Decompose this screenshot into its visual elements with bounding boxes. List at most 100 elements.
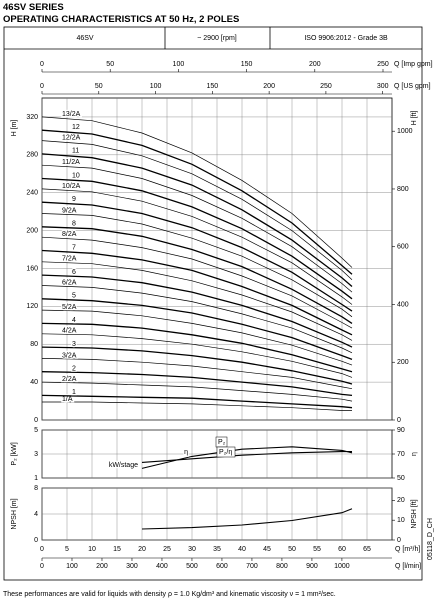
curve: [41, 226, 353, 324]
x-tick-label: 100: [173, 61, 185, 68]
curve: [141, 508, 353, 530]
series-label: kW/stage: [109, 462, 138, 469]
y-tick-label: 80: [30, 341, 38, 348]
standard: ISO 9906:2012 - Grade 3B: [304, 35, 388, 42]
x-tick-label: 0: [40, 546, 44, 553]
curve-label: 13/2A: [62, 111, 81, 118]
y2-tick-label: 20: [397, 497, 405, 504]
curve: [41, 358, 353, 390]
y-axis-label: H [m]: [11, 120, 18, 137]
x-tick-label: 50: [95, 83, 103, 90]
curve: [41, 177, 353, 300]
x-tick-label: 40: [238, 546, 246, 553]
x-tick-label: 30: [188, 546, 196, 553]
x-tick-label: 45: [263, 546, 271, 553]
x-axis-label: Q [m³/h]: [395, 546, 420, 553]
curve-label: 3: [72, 341, 76, 348]
y-tick-label: 40: [30, 379, 38, 386]
curve: [41, 153, 353, 287]
y-tick-label: 280: [26, 152, 38, 159]
y2-tick-label: 200: [397, 359, 409, 366]
y-axis-label: P₂ [kW]: [11, 442, 18, 465]
x2-tick-label: 900: [306, 563, 318, 570]
curve-label: 1/A: [62, 396, 73, 403]
curve-label: 11/2A: [62, 159, 80, 166]
curve: [41, 298, 353, 361]
curve: [41, 129, 353, 275]
curve-label: 4: [72, 317, 76, 324]
outer-frame: [3, 26, 423, 581]
x-tick-label: 10: [88, 546, 96, 553]
curve-label: 8/2A: [62, 231, 77, 238]
y2-tick-label: 50: [397, 475, 405, 482]
speed: ~ 2900 [rpm]: [197, 35, 237, 42]
y-tick-label: 8: [34, 485, 38, 492]
y-tick-label: 120: [26, 303, 38, 310]
x-tick-label: 50: [106, 61, 114, 68]
curve-label: 12/2A: [62, 134, 81, 141]
x-tick-label: 150: [241, 61, 253, 68]
x2-tick-label: 800: [276, 563, 288, 570]
curve: [41, 309, 353, 366]
y-tick-label: 0: [34, 417, 38, 424]
x-tick-label: 60: [338, 546, 346, 553]
x-axis-label: Q [Imp gpm]: [394, 61, 433, 68]
x2-tick-label: 500: [186, 563, 198, 570]
x-tick-label: 150: [207, 83, 219, 90]
curve-label: 7: [72, 244, 76, 251]
x-tick-label: 0: [40, 83, 44, 90]
y2-axis-label: η: [411, 452, 418, 456]
x-tick-label: 35: [213, 546, 221, 553]
y-tick-label: 1: [34, 475, 38, 482]
x2-tick-label: 1000: [334, 563, 350, 570]
curve-label: 4/2A: [62, 328, 77, 335]
y2-tick-label: 0: [397, 537, 401, 544]
y-tick-label: 4: [34, 511, 38, 518]
curve-label: 10: [72, 172, 80, 179]
x2-axis-label: Q [l/min]: [395, 563, 421, 570]
x-axis-label: Q [US gpm]: [394, 83, 431, 90]
y2-tick-label: 400: [397, 301, 409, 308]
curve: [41, 322, 353, 373]
curve: [41, 381, 353, 402]
footnote: These performances are valid for liquids…: [3, 591, 336, 598]
curve-label: 2: [72, 366, 76, 373]
curve-label: 8: [72, 221, 76, 228]
y-tick-label: 160: [26, 265, 38, 272]
x-tick-label: 250: [377, 61, 389, 68]
y2-axis-label: H [ft]: [411, 111, 418, 126]
x2-tick-label: 700: [246, 563, 258, 570]
y-axis-label: NPSH [m]: [11, 498, 18, 529]
curve: [41, 140, 353, 281]
curve: [41, 213, 353, 318]
y-tick-label: 0: [34, 537, 38, 544]
series-label: η: [184, 449, 188, 456]
title: 46SV SERIES: [3, 2, 64, 13]
curve-label: 9/2A: [62, 207, 77, 214]
y2-tick-label: 70: [397, 451, 405, 458]
y2-tick-label: 800: [397, 186, 409, 193]
y2-tick-label: 0: [397, 417, 401, 424]
curve: [41, 371, 353, 397]
x-tick-label: 200: [263, 83, 275, 90]
x-tick-label: 55: [313, 546, 321, 553]
x-tick-label: 0: [40, 61, 44, 68]
curve-label: 12: [72, 124, 80, 131]
annotation: P₂: [218, 439, 226, 446]
x-tick-label: 15: [113, 546, 121, 553]
x2-tick-label: 100: [66, 563, 78, 570]
y2-tick-label: 90: [397, 427, 405, 434]
curve-label: 1: [72, 389, 76, 396]
annotation-box: [216, 446, 236, 458]
x2-tick-label: 300: [126, 563, 138, 570]
x2-tick-label: 600: [216, 563, 228, 570]
curve-label: 6/2A: [62, 279, 77, 286]
y-tick-label: 3: [34, 451, 38, 458]
y2-axis-label: NPSH [ft]: [411, 499, 418, 528]
y-tick-label: 240: [26, 190, 38, 197]
x-tick-label: 50: [288, 546, 296, 553]
x-tick-label: 200: [309, 61, 321, 68]
x-tick-label: 20: [138, 546, 146, 553]
curve-label: 6: [72, 269, 76, 276]
